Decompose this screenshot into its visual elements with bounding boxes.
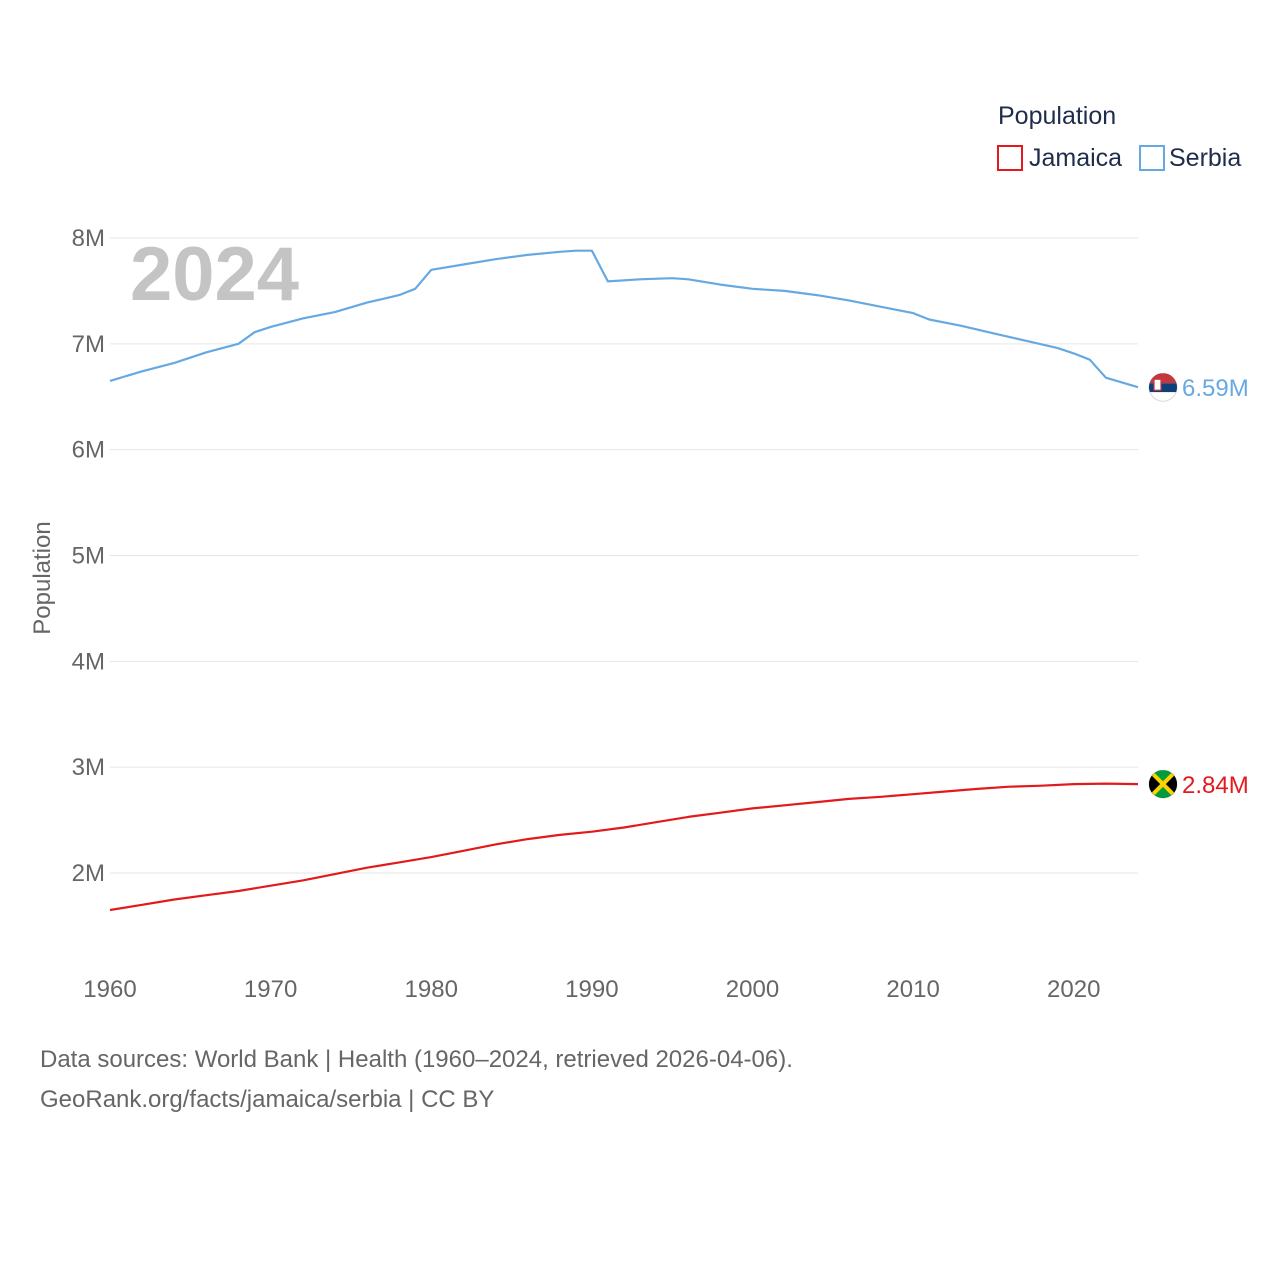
end-markers: 2.84M 6.59M (1148, 372, 1249, 799)
x-axis-ticks: 1960 1970 1980 1990 2000 2010 2020 (83, 976, 1100, 1003)
series-line-serbia[interactable] (109, 249, 1139, 389)
x-tick-label: 2020 (1047, 976, 1100, 1003)
series-lines (109, 249, 1139, 912)
legend-label-serbia: Serbia (1169, 144, 1241, 172)
legend-swatch-jamaica (997, 145, 1023, 171)
footer: Data sources: World Bank | Health (1960–… (40, 1040, 793, 1120)
end-label-jamaica: 2.84M (1182, 772, 1249, 799)
y-axis-title: Population (29, 521, 56, 634)
x-tick-label: 2010 (886, 976, 939, 1003)
end-label-serbia: 6.59M (1182, 375, 1249, 402)
source-link[interactable]: GeoRank.org/facts/jamaica/serbia | CC BY (40, 1086, 495, 1113)
y-tick-label: 6M (72, 437, 105, 464)
legend-title: Population (998, 102, 1116, 130)
x-tick-label: 2000 (726, 976, 779, 1003)
y-axis-ticks: 2M 3M 4M 5M 6M 7M 8M (72, 225, 105, 887)
gridlines (110, 237, 1138, 874)
serbia-flag-icon (1148, 372, 1178, 402)
legend-swatch-serbia (1139, 145, 1165, 171)
legend-item-jamaica[interactable]: Jamaica (997, 144, 1122, 172)
year-watermark: 2024 (130, 232, 299, 317)
y-tick-label: 2M (72, 860, 105, 887)
x-tick-label: 1980 (405, 976, 458, 1003)
series-line-jamaica[interactable] (109, 782, 1139, 912)
legend-item-serbia[interactable]: Serbia (1139, 144, 1241, 172)
y-tick-label: 7M (72, 331, 105, 358)
jamaica-flag-icon (1148, 769, 1178, 799)
y-tick-label: 4M (72, 648, 105, 675)
legend: Population Jamaica Serbia (997, 102, 1241, 172)
x-tick-label: 1990 (565, 976, 618, 1003)
y-tick-label: 5M (72, 543, 105, 570)
x-tick-label: 1970 (244, 976, 297, 1003)
legend-label-jamaica: Jamaica (1029, 144, 1122, 172)
y-tick-label: 3M (72, 754, 105, 781)
x-tick-label: 1960 (83, 976, 136, 1003)
data-source-note: Data sources: World Bank | Health (1960–… (40, 1046, 793, 1073)
y-tick-label: 8M (72, 225, 105, 252)
